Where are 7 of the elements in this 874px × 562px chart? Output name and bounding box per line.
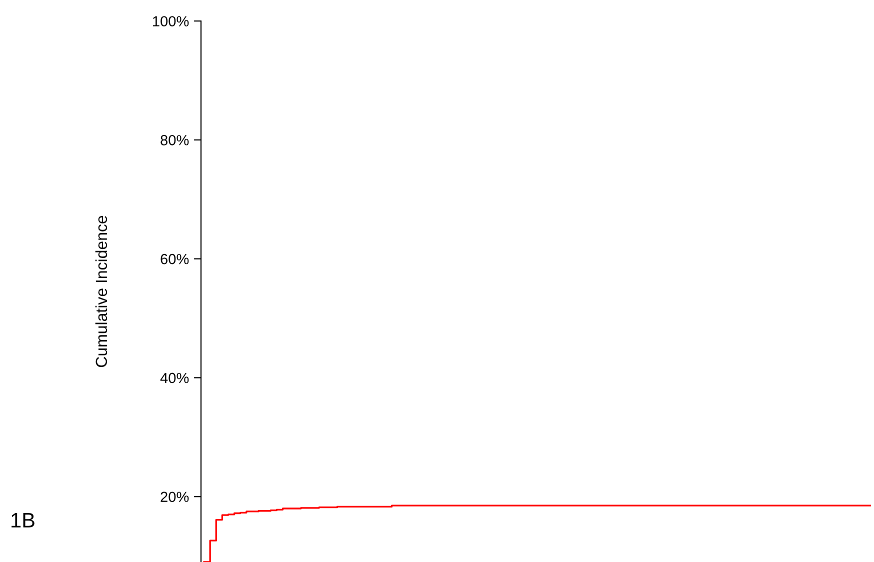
y-axis-title: Cumulative Incidence [95,216,108,368]
text: 1B [12,513,34,528]
y-tick-label: 60% [160,254,189,264]
y-tick-label: 40% [160,372,189,384]
y-tick-label: 100% [153,16,189,26]
y-tick-label: 80% [160,135,189,146]
y-tick-label: 20% [160,492,189,502]
